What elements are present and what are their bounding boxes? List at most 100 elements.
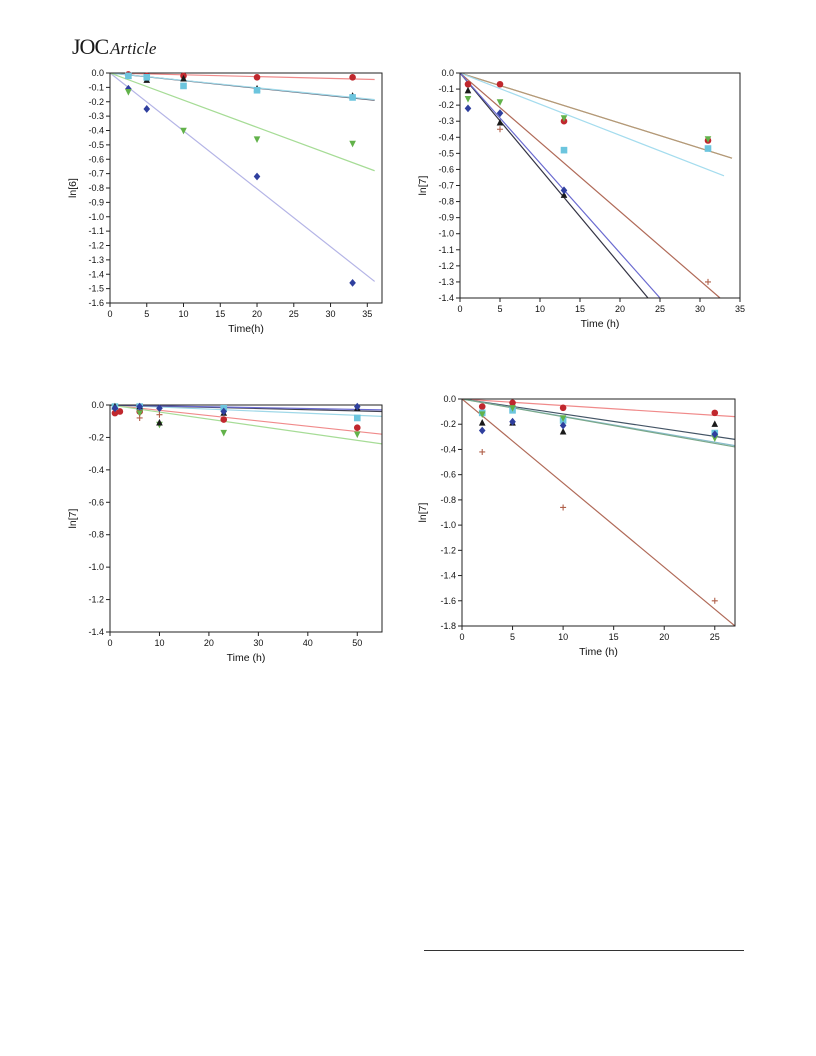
data-point-d-4-0 <box>478 426 486 435</box>
data-point-d-3-3 <box>711 435 719 442</box>
data-point-c-5-1 <box>156 411 163 418</box>
x-tick-label: 0 <box>457 304 462 314</box>
data-point-d-0-3 <box>711 409 719 417</box>
data-points <box>464 80 712 285</box>
x-tick-label: 50 <box>352 638 362 648</box>
data-point-a-2-4 <box>349 94 356 101</box>
y-tick-label: -0.1 <box>88 82 104 92</box>
data-point-a-2-0 <box>125 72 132 80</box>
fit-line-d-5 <box>462 399 735 626</box>
data-point-c-1-3 <box>220 429 228 437</box>
data-point-a-3-2 <box>253 172 261 181</box>
y-tick-label: -1.0 <box>440 520 456 530</box>
x-tick-label: 25 <box>710 632 720 642</box>
kinetics-chart-d: 0 5 10 15 20 25 0.0 -0.2 -0.4 -0.6 -0.8 -1.0 -1.2 -1.… <box>417 394 736 658</box>
y-tick-label: -0.4 <box>438 132 454 142</box>
x-tick-label: 40 <box>303 638 313 648</box>
x-tick-label: 20 <box>204 638 214 648</box>
data-point-a-2-3 <box>253 86 261 94</box>
y-axis-label: ln[7] <box>67 509 79 529</box>
data-point-d-5-1 <box>560 504 567 511</box>
data-point-d-3-0 <box>478 411 486 419</box>
x-tick-label: 0 <box>107 638 112 648</box>
journal-header: JOC Article <box>72 34 156 60</box>
plot-frame <box>459 72 741 299</box>
y-tick-label: -0.5 <box>88 140 104 150</box>
fit-lines <box>462 399 735 626</box>
y-tick-label: -1.6 <box>88 298 104 308</box>
y-tick-label: 0.0 <box>91 68 104 78</box>
y-axis-label: ln[7] <box>417 503 429 523</box>
fit-line-a-3 <box>110 73 376 282</box>
data-point-b-1-3 <box>704 136 712 143</box>
fit-line-c-2 <box>110 405 382 417</box>
data-point-b-2-1 <box>704 145 712 152</box>
data-point-d-3-1 <box>509 405 516 412</box>
data-point-c-0-3 <box>220 416 228 423</box>
y-tick-label: -0.2 <box>88 97 104 107</box>
y-tick-label: -1.1 <box>88 226 104 236</box>
x-tick-label: 20 <box>659 632 669 642</box>
x-tick-label: 5 <box>510 632 515 642</box>
fit-line-c-1 <box>110 405 382 445</box>
data-point-a-3-3 <box>349 278 356 287</box>
data-point-b-3-1 <box>705 278 711 285</box>
data-point-d-5-0 <box>479 448 486 455</box>
data-points <box>478 399 719 604</box>
y-tick-label: -1.1 <box>438 245 454 255</box>
fit-line-d-0 <box>462 399 735 418</box>
x-tick-label: 15 <box>215 309 225 319</box>
y-tick-label: -0.8 <box>440 495 456 505</box>
data-point-c-4-4 <box>353 402 361 411</box>
data-point-a-3-1 <box>143 105 151 113</box>
data-point-b-1-1 <box>496 99 504 106</box>
y-tick-label: -0.8 <box>438 197 454 207</box>
data-point-a-2-1 <box>143 74 151 81</box>
data-point-b-3-0 <box>497 126 503 133</box>
data-point-a-4-0 <box>125 88 132 96</box>
y-tick-label: 0.0 <box>441 68 454 78</box>
data-point-d-0-1 <box>509 399 516 407</box>
kinetics-chart-a: 0 5 10 15 20 25 30 35 0.0 -0.1 -0.2 -0.3 -0.4 -0.5 -0.… <box>67 68 383 335</box>
data-point-c-0-4 <box>353 424 361 431</box>
x-tick-label: 0 <box>107 309 112 319</box>
y-tick-label: 0.0 <box>91 400 104 410</box>
y-tick-label: -0.4 <box>88 465 104 475</box>
data-point-b-0-0 <box>464 80 472 88</box>
y-tick-label: -0.6 <box>440 470 456 480</box>
x-tick-label: 5 <box>497 304 502 314</box>
fit-lines <box>110 73 376 282</box>
data-point-d-4-3 <box>711 430 719 439</box>
x-tick-label: 30 <box>253 638 263 648</box>
kinetics-chart-c: 0 10 20 30 40 50 0.0 -0.2 -0.4 -0.6 -0.8 -1.0 -1.2 -1… <box>67 400 383 664</box>
x-tick-label: 15 <box>609 632 619 642</box>
x-tick-label: 20 <box>252 309 262 319</box>
y-tick-label: 0.0 <box>443 394 456 404</box>
x-tick-label: 25 <box>289 309 299 319</box>
data-point-c-4-1 <box>136 402 143 411</box>
data-point-a-0-4 <box>349 74 356 81</box>
footnote-rule <box>424 950 744 951</box>
data-point-b-5-1 <box>496 109 504 118</box>
x-tick-label: 10 <box>179 309 189 319</box>
y-tick-label: -0.2 <box>88 432 104 442</box>
x-tick-label: 10 <box>154 638 164 648</box>
journal-name: JOC <box>72 34 109 59</box>
y-tick-label: -0.2 <box>440 419 456 429</box>
y-tick-label: -0.9 <box>438 213 454 223</box>
y-tick-label: -1.2 <box>438 261 454 271</box>
data-point-b-5-0 <box>464 104 472 113</box>
data-point-b-2-0 <box>560 146 568 154</box>
data-point-c-1-1 <box>136 410 143 418</box>
y-tick-label: -1.2 <box>88 595 104 605</box>
y-tick-label: -0.9 <box>88 197 104 207</box>
y-tick-label: -1.2 <box>440 545 456 555</box>
data-point-d-3-2 <box>559 415 567 422</box>
x-tick-label: 15 <box>575 304 585 314</box>
data-point-d-0-2 <box>559 404 567 412</box>
y-tick-label: -1.6 <box>440 596 456 606</box>
data-point-d-1-2 <box>559 427 567 435</box>
fit-line-b-4 <box>460 73 649 298</box>
y-tick-label: -1.4 <box>440 571 456 581</box>
data-point-d-0-0 <box>478 403 486 410</box>
